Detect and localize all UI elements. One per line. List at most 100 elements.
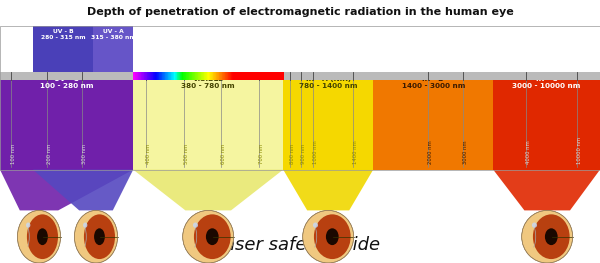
Bar: [140, 72, 142, 80]
Bar: [142, 72, 143, 80]
Polygon shape: [33, 170, 133, 210]
Bar: [148, 72, 149, 80]
Bar: [253, 72, 254, 80]
Ellipse shape: [182, 210, 234, 263]
Bar: [208, 72, 209, 80]
Bar: [257, 72, 258, 80]
Text: laser safety guide: laser safety guide: [220, 236, 380, 254]
Bar: [208, 72, 209, 80]
Bar: [277, 72, 278, 80]
Bar: [214, 72, 215, 80]
Bar: [203, 72, 204, 80]
Bar: [271, 72, 272, 80]
Bar: [242, 72, 244, 80]
Bar: [234, 72, 235, 80]
Bar: [172, 72, 173, 80]
Bar: [201, 72, 202, 80]
Bar: [278, 72, 279, 80]
Bar: [266, 72, 268, 80]
Ellipse shape: [326, 228, 338, 245]
Bar: [187, 72, 188, 80]
Text: 200 nm: 200 nm: [47, 144, 52, 164]
Bar: [190, 72, 191, 80]
Bar: [136, 72, 137, 80]
Text: 600 nm: 600 nm: [221, 144, 226, 164]
Bar: [241, 72, 242, 80]
Bar: [216, 72, 217, 80]
Bar: [152, 72, 154, 80]
Bar: [262, 72, 263, 80]
Text: Depth of penetration of electromagnetic radiation in the human eye: Depth of penetration of electromagnetic …: [86, 7, 514, 17]
Bar: [154, 72, 155, 80]
Bar: [157, 72, 158, 80]
Bar: [139, 72, 140, 80]
Bar: [223, 72, 224, 80]
Bar: [209, 72, 210, 80]
Text: 300 nm: 300 nm: [82, 144, 87, 164]
Bar: [205, 72, 206, 80]
Bar: [152, 72, 154, 80]
Bar: [206, 72, 208, 80]
Bar: [249, 72, 250, 80]
Bar: [240, 72, 241, 80]
Bar: [268, 72, 269, 80]
Bar: [144, 72, 145, 80]
Bar: [138, 72, 139, 80]
Bar: [145, 72, 146, 80]
Bar: [280, 72, 281, 80]
Polygon shape: [283, 170, 373, 210]
Bar: [230, 72, 232, 80]
Bar: [220, 72, 221, 80]
Bar: [168, 72, 169, 80]
Text: 800 nm: 800 nm: [290, 144, 295, 164]
Bar: [258, 72, 259, 80]
Bar: [196, 72, 197, 80]
Ellipse shape: [545, 228, 557, 245]
Bar: [163, 72, 164, 80]
Bar: [196, 72, 197, 80]
Bar: [149, 72, 150, 80]
Bar: [211, 72, 212, 80]
Bar: [167, 72, 168, 80]
Bar: [162, 72, 163, 80]
Bar: [164, 72, 166, 80]
Bar: [259, 72, 260, 80]
Bar: [188, 72, 190, 80]
Bar: [247, 72, 248, 80]
Bar: [145, 72, 146, 80]
Bar: [253, 72, 254, 80]
Text: 400 nm: 400 nm: [146, 144, 151, 164]
Bar: [232, 72, 233, 80]
Bar: [193, 72, 194, 80]
Bar: [244, 72, 245, 80]
Bar: [163, 72, 164, 80]
Text: 900 nm: 900 nm: [301, 144, 306, 164]
Text: 3000 nm: 3000 nm: [463, 141, 468, 164]
Ellipse shape: [533, 214, 569, 259]
Bar: [160, 72, 161, 80]
Bar: [238, 72, 239, 80]
Bar: [174, 72, 175, 80]
Ellipse shape: [303, 210, 354, 263]
Text: 1000 nm: 1000 nm: [313, 141, 318, 164]
Ellipse shape: [313, 222, 318, 228]
Bar: [247, 72, 248, 80]
Bar: [181, 72, 182, 80]
Bar: [214, 72, 215, 80]
Ellipse shape: [194, 214, 230, 259]
Bar: [154, 72, 155, 80]
Bar: [221, 72, 222, 80]
Bar: [139, 72, 140, 80]
Bar: [178, 72, 179, 80]
Bar: [269, 72, 270, 80]
Text: 100 nm: 100 nm: [11, 144, 16, 164]
Bar: [373, 74, 493, 170]
Bar: [217, 72, 218, 80]
Text: IR - A (NIR)
780 - 1400 nm: IR - A (NIR) 780 - 1400 nm: [299, 76, 358, 89]
Text: 10000 nm: 10000 nm: [577, 137, 582, 164]
Bar: [137, 72, 139, 80]
Bar: [210, 72, 211, 80]
Bar: [226, 72, 227, 80]
Bar: [265, 72, 266, 80]
Text: 500 nm: 500 nm: [184, 144, 189, 164]
